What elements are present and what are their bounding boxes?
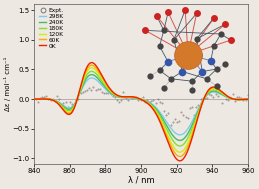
Legend: Expt., 298K, 240K, 180K, 120K, 60K, 0K: Expt., 298K, 240K, 180K, 120K, 60K, 0K [39, 7, 64, 49]
Y-axis label: Δε / mol⁻¹ cm⁻¹: Δε / mol⁻¹ cm⁻¹ [4, 57, 11, 111]
X-axis label: λ / nm: λ / nm [128, 176, 154, 185]
